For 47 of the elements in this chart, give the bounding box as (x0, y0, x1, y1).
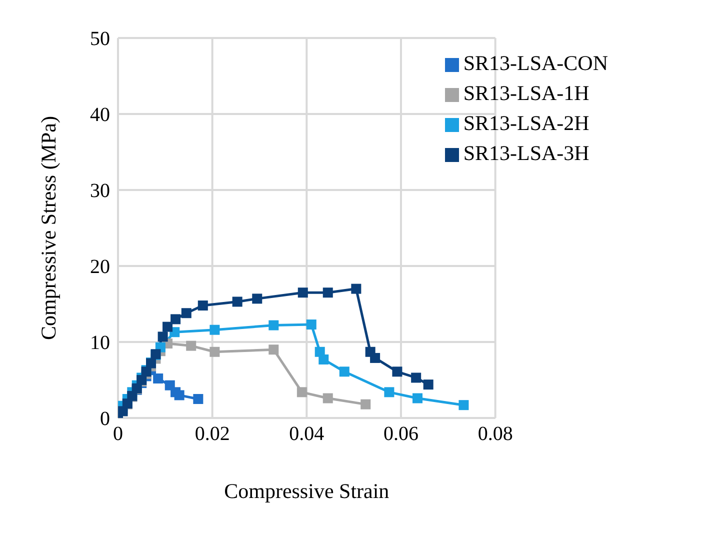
point (174, 390, 184, 400)
point (193, 394, 204, 404)
legend-label: SR13-LSA-CON (463, 51, 608, 75)
x-tick-label: 0.04 (289, 423, 324, 446)
point (162, 322, 173, 332)
point (198, 300, 208, 311)
point (268, 320, 279, 330)
legend-label: SR13-LSA-2H (463, 111, 590, 135)
legend-label: SR13-LSA-1H (463, 81, 590, 105)
point (306, 320, 316, 330)
point (384, 387, 394, 398)
point (423, 380, 434, 390)
point (351, 284, 362, 294)
point (296, 387, 307, 398)
y-tick-label: 0 (100, 408, 110, 430)
point (322, 288, 333, 298)
point (318, 354, 329, 364)
y-tick-label: 30 (90, 180, 110, 202)
point (298, 288, 308, 298)
point (268, 344, 279, 355)
point (210, 346, 220, 357)
x-axis-title: Compressive Strain (224, 479, 390, 503)
point (458, 400, 469, 410)
point (181, 308, 192, 318)
point (360, 399, 371, 410)
point (339, 366, 350, 377)
y-tick-label: 40 (90, 104, 110, 126)
point (210, 324, 220, 335)
point (153, 373, 164, 384)
point (411, 372, 422, 383)
point (186, 340, 196, 351)
y-tick-label: 10 (90, 332, 110, 354)
y-tick-label: 50 (90, 28, 110, 50)
y-tick-label: 20 (90, 256, 110, 278)
legend-label: SR13-LSA-3H (463, 141, 590, 165)
point (170, 314, 181, 324)
x-tick-label: 0.06 (383, 423, 418, 446)
point (412, 393, 422, 404)
point (252, 294, 262, 304)
point (158, 332, 168, 342)
y-axis-title: Compressive Stress (MPa) (36, 116, 60, 340)
point (232, 296, 242, 307)
point (370, 352, 380, 363)
x-tick-label: 0.08 (478, 423, 513, 446)
x-tick-label: 0.02 (194, 423, 230, 446)
point (392, 366, 402, 377)
point (322, 393, 333, 404)
